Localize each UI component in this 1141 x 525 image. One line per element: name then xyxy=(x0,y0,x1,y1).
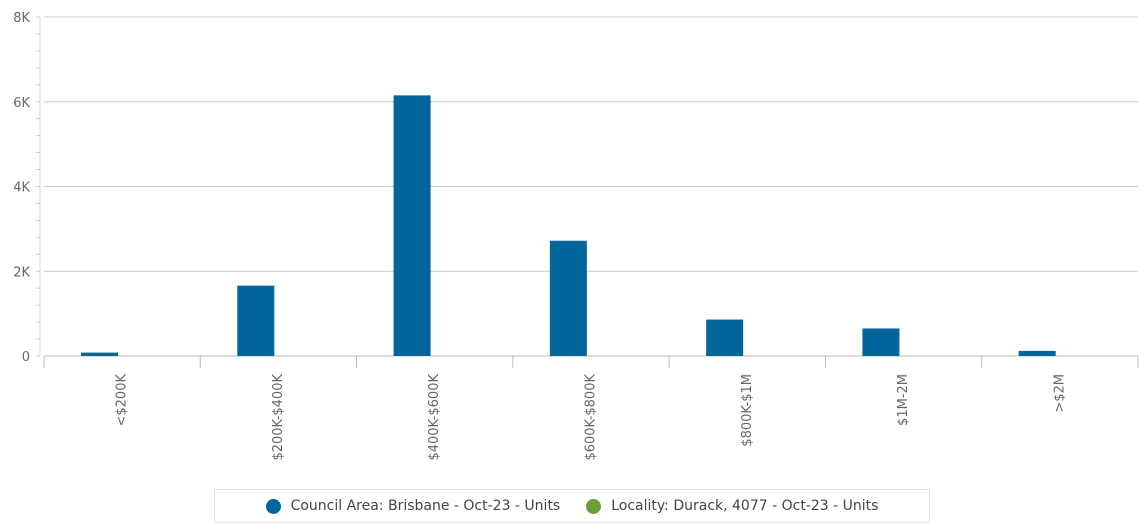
x-tick-label-2: $400K-$600K xyxy=(427,374,442,461)
legend-item-durack[interactable]: Locality: Durack, 4077 - Oct-23 - Units xyxy=(586,498,878,514)
y-tick-label-2: 4K xyxy=(13,181,30,196)
bar-0-2 xyxy=(393,95,431,357)
bar-0-0 xyxy=(81,352,118,356)
bar-0-6 xyxy=(1018,350,1056,356)
bar-0-4 xyxy=(706,319,744,356)
y-tick-label-3: 6K xyxy=(13,96,30,111)
legend-marker-durack xyxy=(586,498,602,514)
x-tick-label-0: <$200K xyxy=(115,374,130,427)
legend-marker-brisbane xyxy=(265,498,281,514)
bar-chart: 0 2K 4K 6K 8K <$200K $200K-$400K $400K-$600K $60… xyxy=(13,11,1139,461)
legend-label-durack: Locality: Durack, 4077 - Oct-23 - Units xyxy=(611,498,879,514)
x-tick-label-5: $1M-2M xyxy=(896,374,911,426)
y-tick-label-0: 0 xyxy=(22,350,30,365)
x-tick-label-3: $600K-$800K xyxy=(584,374,599,461)
legend-label-brisbane: Council Area: Brisbane - Oct-23 - Units xyxy=(290,498,561,514)
x-tick-label-1: $200K-$400K xyxy=(271,374,286,461)
x-tick-label-6: >$2M xyxy=(1052,374,1067,413)
y-tick-label-1: 2K xyxy=(13,265,30,280)
legend-item-brisbane[interactable]: Council Area: Brisbane - Oct-23 - Units xyxy=(265,498,561,514)
x-tick-label-4: $800K-$1M xyxy=(740,374,755,447)
bar-0-3 xyxy=(549,240,587,356)
y-tick-label-4: 8K xyxy=(13,11,30,26)
chart-legend: Council Area: Brisbane - Oct-23 - Units … xyxy=(214,489,930,523)
bar-0-5 xyxy=(862,328,900,356)
bar-0-1 xyxy=(237,285,275,356)
